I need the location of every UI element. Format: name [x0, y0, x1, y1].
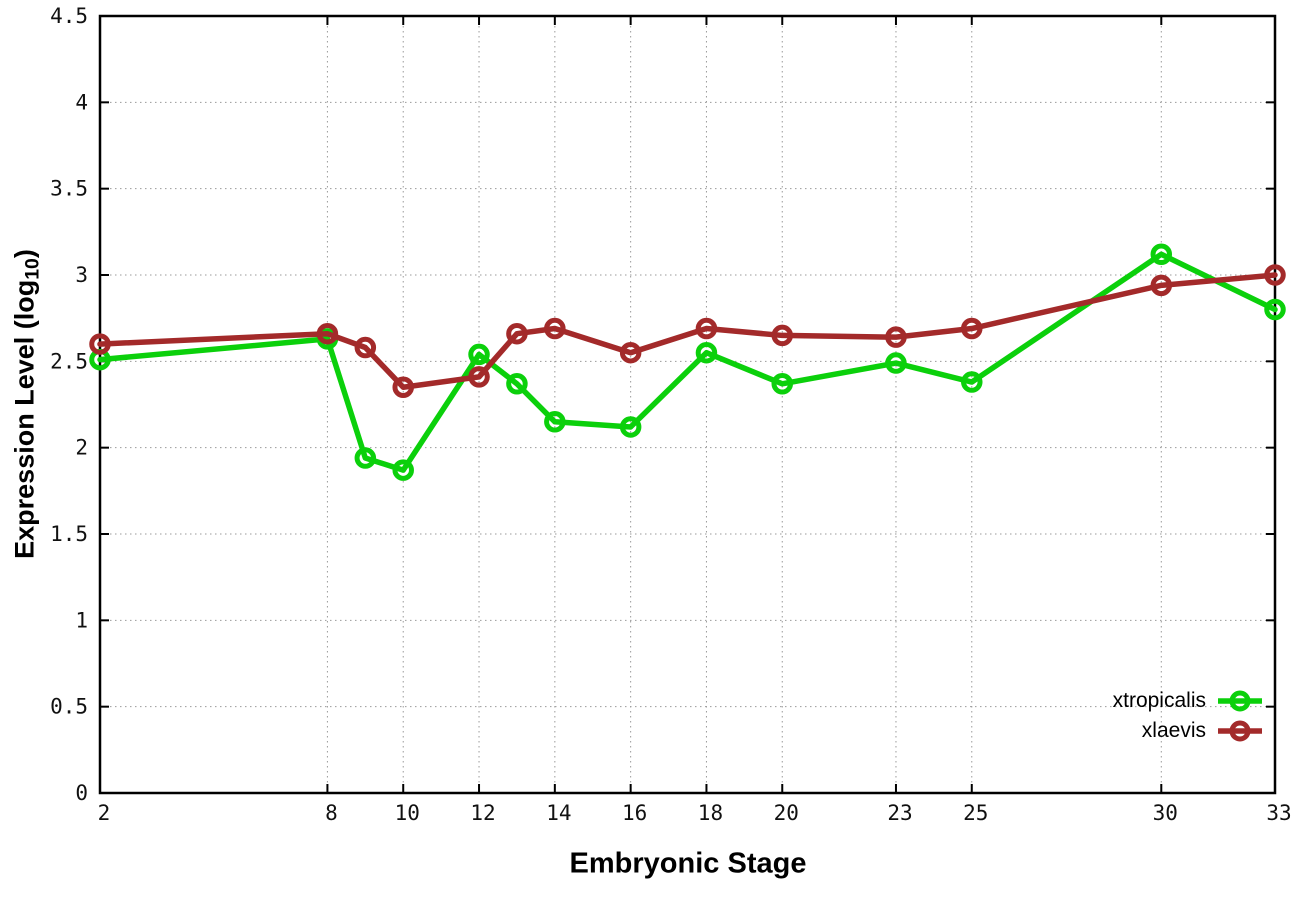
y-tick-label: 0 — [75, 781, 88, 805]
data-point-xlaevis-9 — [354, 336, 377, 359]
data-point-xlaevis-16 — [619, 341, 642, 364]
y-tick-label: 4.5 — [50, 4, 88, 28]
y-tick-label: 3 — [75, 263, 88, 287]
data-point-xtropicalis-18 — [695, 341, 718, 364]
data-point-xtropicalis-13 — [506, 373, 528, 395]
plot-border — [98, 14, 1277, 795]
x-tick-label: 10 — [395, 801, 420, 825]
y-axis-title-text: Expression Level (log — [9, 279, 40, 559]
data-point-xlaevis-25 — [961, 317, 983, 340]
data-point-xtropicalis-20 — [771, 373, 794, 395]
data-point-xlaevis-13 — [506, 322, 528, 345]
data-point-xlaevis-8 — [316, 322, 339, 345]
data-point-xtropicalis-16 — [619, 416, 642, 438]
legend-sample-xtropicalis — [1218, 690, 1262, 712]
y-tick-label: 3.5 — [50, 177, 88, 201]
data-point-xtropicalis-9 — [354, 447, 377, 469]
y-axis-title-suffix: ) — [9, 249, 40, 259]
x-tick-label: 23 — [887, 801, 912, 825]
y-tick-label: 1 — [75, 608, 88, 632]
y-tick-label: 2.5 — [50, 349, 88, 373]
x-tick-label: 14 — [546, 801, 571, 825]
x-tick-label: 16 — [622, 801, 647, 825]
data-point-xlaevis-2 — [89, 333, 111, 355]
y-axis-title: Expression Level (log10) — [10, 249, 45, 559]
x-tick-label: 20 — [774, 801, 799, 825]
x-tick-label: 25 — [963, 801, 988, 825]
legend-sample-xlaevis — [1218, 720, 1262, 742]
series-line-xtropicalis — [97, 251, 1278, 473]
data-point-xtropicalis-33 — [1264, 298, 1286, 321]
data-point-xlaevis-33 — [1264, 264, 1286, 286]
y-tick-label: 1.5 — [50, 522, 88, 546]
data-point-xtropicalis-14 — [544, 411, 566, 433]
legend-item-xlaevis: xlaevis — [1113, 716, 1262, 746]
data-point-xtropicalis-30 — [1150, 243, 1173, 266]
data-point-xlaevis-30 — [1150, 274, 1173, 297]
legend-marker-xtropicalis — [1229, 690, 1251, 712]
legend-label-xtropicalis: xtropicalis — [1112, 689, 1206, 712]
x-tick-label: 33 — [1266, 801, 1291, 825]
y-tick-label: 2 — [75, 436, 88, 460]
y-axis-title-subscript: 10 — [21, 258, 44, 280]
data-point-xtropicalis-23 — [885, 352, 907, 374]
legend-label-xlaevis: xlaevis — [1141, 719, 1206, 742]
data-point-xlaevis-18 — [695, 317, 718, 340]
legend-marker-xlaevis — [1229, 720, 1251, 742]
x-tick-label: 30 — [1153, 801, 1178, 825]
data-point-xtropicalis-25 — [961, 371, 983, 393]
x-tick-label: 18 — [698, 801, 723, 825]
x-tick-label: 2 — [98, 801, 111, 825]
x-tick-label: 12 — [470, 801, 495, 825]
data-point-xlaevis-20 — [771, 324, 794, 347]
x-axis-title: Embryonic Stage — [569, 847, 807, 880]
data-point-xlaevis-23 — [885, 326, 907, 348]
data-point-xtropicalis-10 — [392, 459, 414, 481]
data-point-xlaevis-12 — [468, 366, 490, 388]
x-tick-label: 8 — [325, 801, 338, 825]
y-tick-label: 4 — [75, 90, 88, 114]
y-tick-label: 0.5 — [50, 695, 88, 719]
legend: xtropicalis xlaevis — [1113, 686, 1262, 746]
data-point-xtropicalis-12 — [468, 343, 490, 366]
data-point-xlaevis-14 — [544, 317, 566, 340]
legend-item-xtropicalis: xtropicalis — [1113, 686, 1262, 716]
data-point-xlaevis-10 — [392, 376, 414, 398]
